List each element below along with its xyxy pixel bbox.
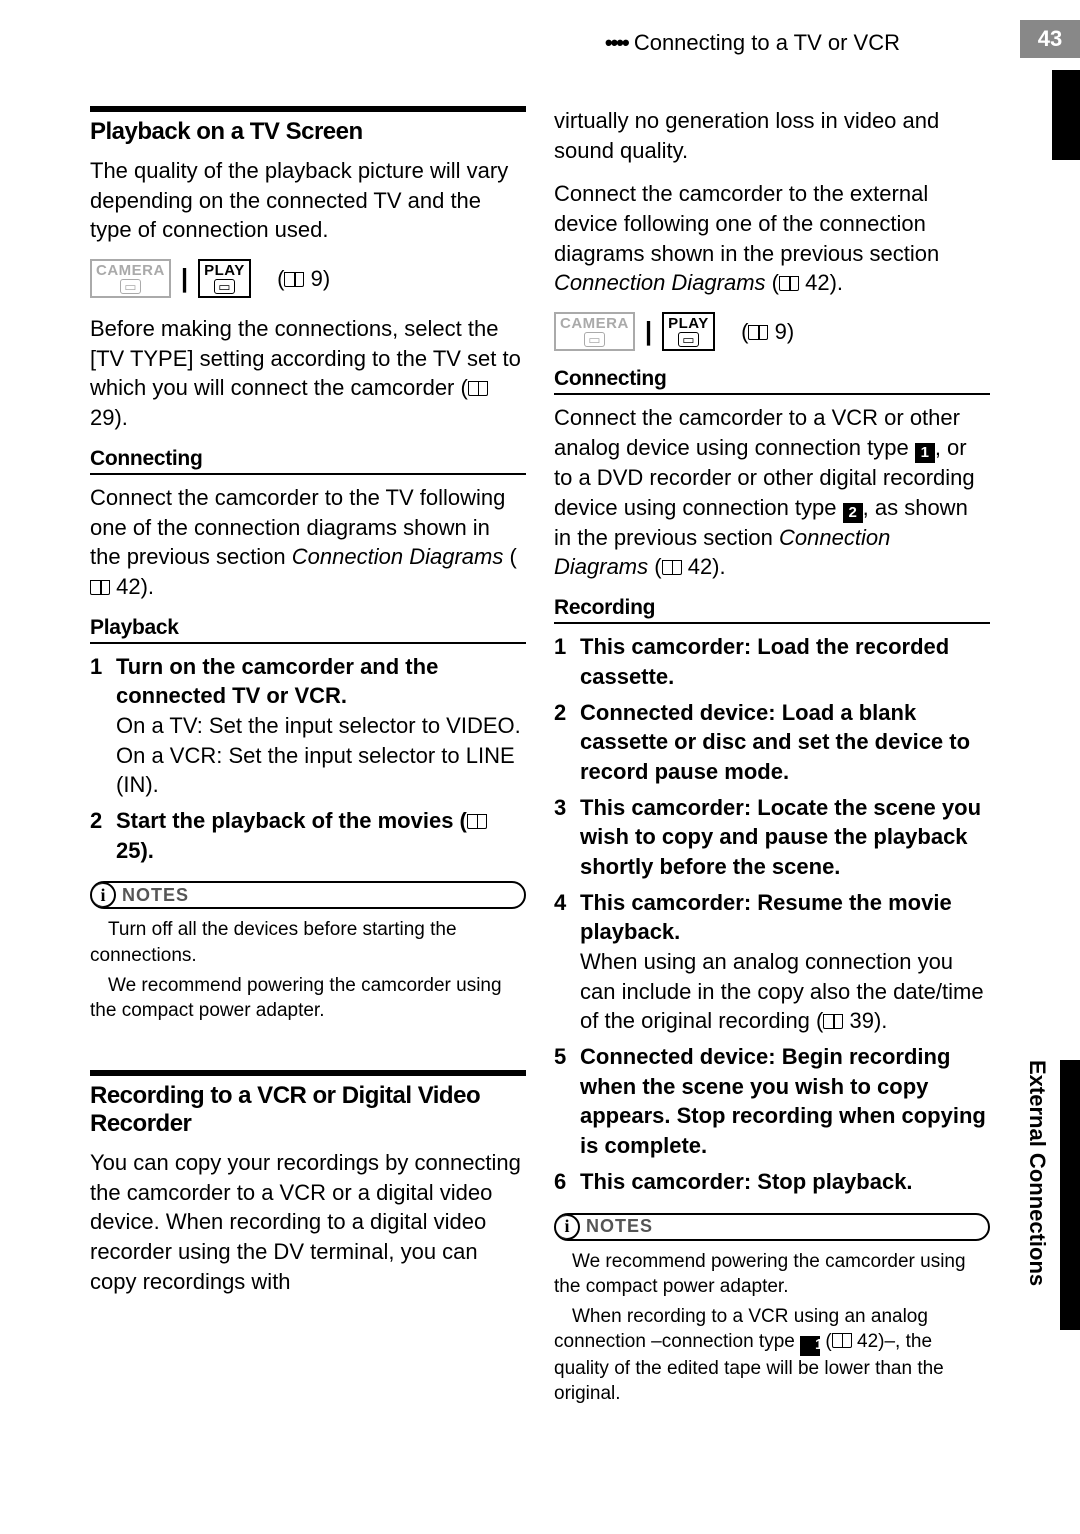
- book-icon: [284, 272, 304, 287]
- step-6: This camcorder: Stop playback.: [554, 1167, 990, 1197]
- book-icon: [748, 325, 768, 340]
- rule: [90, 1070, 526, 1076]
- connection-type-1-icon: 1: [915, 443, 935, 463]
- notes-label: NOTES: [122, 885, 189, 906]
- book-icon: [832, 1333, 852, 1348]
- play-mode-icon: PLAY ▭: [198, 259, 251, 298]
- book-icon: [467, 814, 487, 829]
- body-text: virtually no generation loss in video an…: [554, 106, 990, 165]
- note-text: We recommend powering the camcorder usin…: [90, 973, 526, 1024]
- camera-mode-icon: CAMERA ▭: [554, 312, 635, 351]
- book-icon: [468, 381, 488, 396]
- connection-type-1-icon: 1: [800, 1336, 820, 1356]
- note-text: We recommend powering the camcorder usin…: [554, 1249, 990, 1300]
- note-text: Turn off all the devices before starting…: [90, 917, 526, 968]
- mode-indicator: CAMERA ▭ | PLAY ▭ ( 9): [90, 259, 526, 298]
- subheading-connecting: Connecting: [554, 367, 990, 395]
- step-2: Connected device: Load a blank cassette …: [554, 698, 990, 787]
- step-2: Start the playback of the movies ( 25).: [90, 806, 526, 865]
- play-mode-icon: PLAY ▭: [662, 312, 715, 351]
- step-1: This camcorder: Load the recorded casset…: [554, 632, 990, 691]
- note-text: When recording to a VCR using an analog …: [554, 1304, 990, 1407]
- connection-type-2-icon: 2: [843, 503, 863, 523]
- section-title-playback-tv: Playback on a TV Screen: [90, 118, 526, 146]
- info-icon: i: [554, 1214, 580, 1240]
- step-3: This camcorder: Locate the scene you wis…: [554, 793, 990, 882]
- step-1: Turn on the camcorder and the connected …: [90, 652, 526, 800]
- subheading-connecting: Connecting: [90, 447, 526, 475]
- camera-mode-icon: CAMERA ▭: [90, 259, 171, 298]
- notes-box: i NOTES Turn off all the devices before …: [90, 881, 526, 1024]
- mode-indicator: CAMERA ▭ | PLAY ▭ ( 9): [554, 312, 990, 351]
- body-text: Connect the camcorder to a VCR or other …: [554, 403, 990, 582]
- right-column: virtually no generation loss in video an…: [554, 106, 990, 1423]
- subheading-playback: Playback: [90, 616, 526, 644]
- book-icon: [90, 580, 110, 595]
- body-text: You can copy your recordings by connecti…: [90, 1148, 526, 1296]
- step-5: Connected device: Begin recording when t…: [554, 1042, 990, 1161]
- left-column: Playback on a TV Screen The quality of t…: [90, 106, 526, 1423]
- body-text: Connect the camcorder to the TV followin…: [90, 483, 526, 602]
- notes-label: NOTES: [586, 1216, 653, 1237]
- body-text: Before making the connections, select th…: [90, 314, 526, 433]
- header-section: Connecting to a TV or VCR: [634, 30, 900, 55]
- header-dots: ••••: [605, 30, 628, 55]
- subheading-recording: Recording: [554, 596, 990, 624]
- book-icon: [823, 1014, 843, 1029]
- book-icon: [779, 276, 799, 291]
- step-4: This camcorder: Resume the movie playbac…: [554, 888, 990, 1036]
- page-ref: ( 9): [259, 266, 330, 292]
- book-icon: [662, 560, 682, 575]
- notes-box: i NOTES We recommend powering the camcor…: [554, 1213, 990, 1407]
- body-text: The quality of the playback picture will…: [90, 156, 526, 245]
- rule: [90, 106, 526, 112]
- header: •••• Connecting to a TV or VCR: [90, 30, 990, 56]
- body-text: Connect the camcorder to the external de…: [554, 179, 990, 298]
- recording-steps: This camcorder: Load the recorded casset…: [554, 632, 990, 1196]
- playback-steps: Turn on the camcorder and the connected …: [90, 652, 526, 866]
- info-icon: i: [90, 882, 116, 908]
- section-title-recording-vcr: Recording to a VCR or Digital Video Reco…: [90, 1082, 526, 1138]
- page-ref: ( 9): [723, 319, 794, 345]
